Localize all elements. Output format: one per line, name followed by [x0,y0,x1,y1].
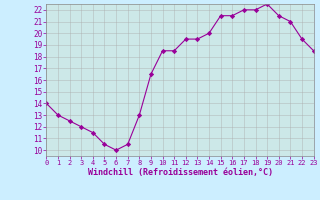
X-axis label: Windchill (Refroidissement éolien,°C): Windchill (Refroidissement éolien,°C) [87,168,273,177]
